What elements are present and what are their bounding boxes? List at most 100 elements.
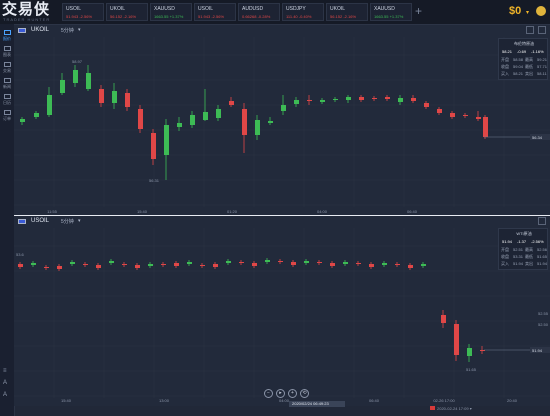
info-value: 52.51: [513, 247, 524, 252]
price-change-pct: -1.16%: [531, 49, 544, 54]
candle-body: [18, 264, 23, 267]
ticker-value: 56.152 -2.16%: [110, 14, 137, 19]
candle-body: [320, 100, 325, 102]
price-change: -1.37: [517, 239, 527, 244]
calendar-icon: [3, 94, 11, 99]
ticker-symbol: AUDUSD: [242, 6, 264, 12]
reset-zoom-button[interactable]: ⟲: [300, 389, 309, 398]
close-icon[interactable]: [538, 26, 546, 34]
candle-body: [454, 324, 459, 355]
chevron-down-icon[interactable]: ▾: [78, 27, 81, 33]
candle-body: [476, 117, 481, 119]
ticker-usdjpy[interactable]: USDJPY 111.40 -0.40%: [282, 3, 324, 21]
sidebar-item-1[interactable]: 图表: [0, 46, 14, 58]
info-label: 开盘: [501, 247, 509, 252]
ticker-value: 51.943 -2.56%: [198, 14, 225, 19]
info-label: 买入: [501, 261, 509, 266]
candle-body: [31, 263, 36, 265]
candle-body: [346, 97, 351, 100]
sidebar-item-2[interactable]: 交易: [0, 62, 14, 74]
candle-body: [398, 98, 403, 102]
sidebar-item-5[interactable]: 订单: [0, 110, 14, 122]
zoom-out-button[interactable]: −: [264, 389, 273, 398]
chevron-down-icon[interactable]: ▾: [526, 10, 530, 16]
chart-panel-usoil[interactable]: USOIL 5分钟 ▾ 51.94 53.6 52.55 52.50 51.65 15:4…: [14, 215, 550, 406]
time-axis-label: 06:40: [407, 209, 418, 214]
info-value: 59.04: [513, 64, 524, 69]
info-label: 最高: [525, 57, 533, 62]
candle-body: [20, 119, 25, 122]
candle-body: [333, 99, 338, 100]
candle-body: [359, 97, 364, 100]
ticker-symbol: USOIL: [198, 6, 214, 12]
sidebar-item-3[interactable]: 新闻: [0, 78, 14, 90]
timeframe-select[interactable]: 5分钟: [61, 219, 74, 225]
sidebar: 报价图表交易新闻日历订单 ≡ A A: [0, 24, 15, 416]
candle-body: [294, 100, 299, 104]
menu-icon[interactable]: ≡: [3, 368, 7, 374]
play-button[interactable]: ▸: [276, 389, 285, 398]
low-price-label: 51.65: [466, 367, 477, 372]
zoom-in-button[interactable]: +: [288, 389, 297, 398]
info-value: 53.31: [513, 254, 524, 259]
candle-body: [421, 264, 426, 266]
price-bar: 58.21 -0.69 -1.16%: [501, 48, 545, 54]
footer-datetime[interactable]: 2020-02-24 17:09 ▾: [437, 406, 472, 411]
candle-body: [268, 121, 273, 123]
time-axis-label: 20:40: [507, 398, 518, 403]
font-size-icon[interactable]: A: [3, 380, 8, 386]
account-balance[interactable]: $0: [509, 5, 522, 17]
ticker-usoil[interactable]: USOIL 51.943 -2.56%: [194, 3, 236, 21]
quote-info-box: 布伦特原油 58.21 -0.69 -1.16% 开盘 58.58 最高 59.21 收…: [498, 38, 548, 80]
ticker-ukoil[interactable]: UKOIL 56.152 -2.16%: [106, 3, 148, 21]
candle-body: [317, 262, 322, 263]
ticker-usoil[interactable]: USOIL 51.943 -2.56%: [62, 3, 104, 21]
time-axis-label: 13:00: [159, 398, 170, 403]
candlestick-chart[interactable]: 56.3458.9756.3159.0111:5515:4001:2004:00…: [14, 25, 550, 215]
timeframe-select[interactable]: 5分钟: [61, 28, 74, 34]
ticker-xauusd[interactable]: XAUUSD 1663.55 +1.37%: [370, 3, 412, 21]
chart-symbol[interactable]: USOIL: [31, 218, 50, 224]
candle-body: [480, 350, 485, 351]
sidebar-item-0[interactable]: 报价: [0, 30, 14, 42]
ticker-symbol: UKOIL: [330, 6, 346, 12]
chevron-down-icon[interactable]: ▾: [78, 218, 81, 224]
axis-price-label: 52.50: [538, 322, 549, 327]
app-logo: 交易侠: [2, 1, 51, 18]
low-price-label: 56.31: [149, 178, 160, 183]
close-icon[interactable]: [538, 217, 546, 225]
candle-body: [86, 73, 91, 89]
ticker-xauusd[interactable]: XAUUSD 1663.55 +1.37%: [150, 3, 192, 21]
chart-panel-ukoil[interactable]: UKOIL 5分钟 ▾ 56.3458.9756.3159.0111:5515:…: [14, 25, 550, 215]
font-color-icon[interactable]: A: [3, 392, 8, 398]
info-label: 收盘: [501, 254, 509, 259]
chart-header: USOIL 5分钟 ▾: [14, 216, 550, 228]
price-change: -0.69: [517, 49, 527, 54]
sidebar-item-label: 新闻: [3, 84, 11, 89]
high-price-label: 58.97: [72, 59, 83, 64]
ticker-ukoil[interactable]: UKOIL 56.152 -2.16%: [326, 3, 368, 21]
sidebar-item-label: 报价: [3, 36, 11, 41]
time-axis-label: 04:00: [317, 209, 328, 214]
crosshair-time-label: 2020/02/24 06:49:23: [289, 401, 345, 407]
last-price-label: 56.34: [532, 135, 543, 140]
time-axis-label: 15:40: [137, 209, 148, 214]
add-ticker-button[interactable]: +: [415, 4, 423, 18]
chart-symbol[interactable]: UKOIL: [31, 27, 50, 33]
candle-body: [125, 93, 130, 107]
axis-price-label: 52.55: [538, 311, 549, 316]
candlestick-chart[interactable]: 51.94 53.6 52.55 52.50 51.65 15:40 13:00 04:00 0…: [14, 216, 550, 406]
sidebar-item-label: 日历: [3, 100, 11, 105]
info-label: 卖出: [525, 261, 533, 266]
sidebar-item-4[interactable]: 日历: [0, 94, 14, 106]
ticker-audusd[interactable]: AUDUSD 0.66268 -0.28%: [238, 3, 280, 21]
sidebar-item-label: 图表: [3, 52, 11, 57]
candle-body: [343, 262, 348, 264]
maximize-icon[interactable]: [526, 26, 534, 34]
ticker-value: 51.943 -2.56%: [66, 14, 93, 19]
avatar[interactable]: [536, 6, 546, 16]
candle-body: [47, 95, 52, 115]
candle-body: [239, 262, 244, 263]
candle-body: [369, 264, 374, 267]
candle-body: [385, 97, 390, 99]
